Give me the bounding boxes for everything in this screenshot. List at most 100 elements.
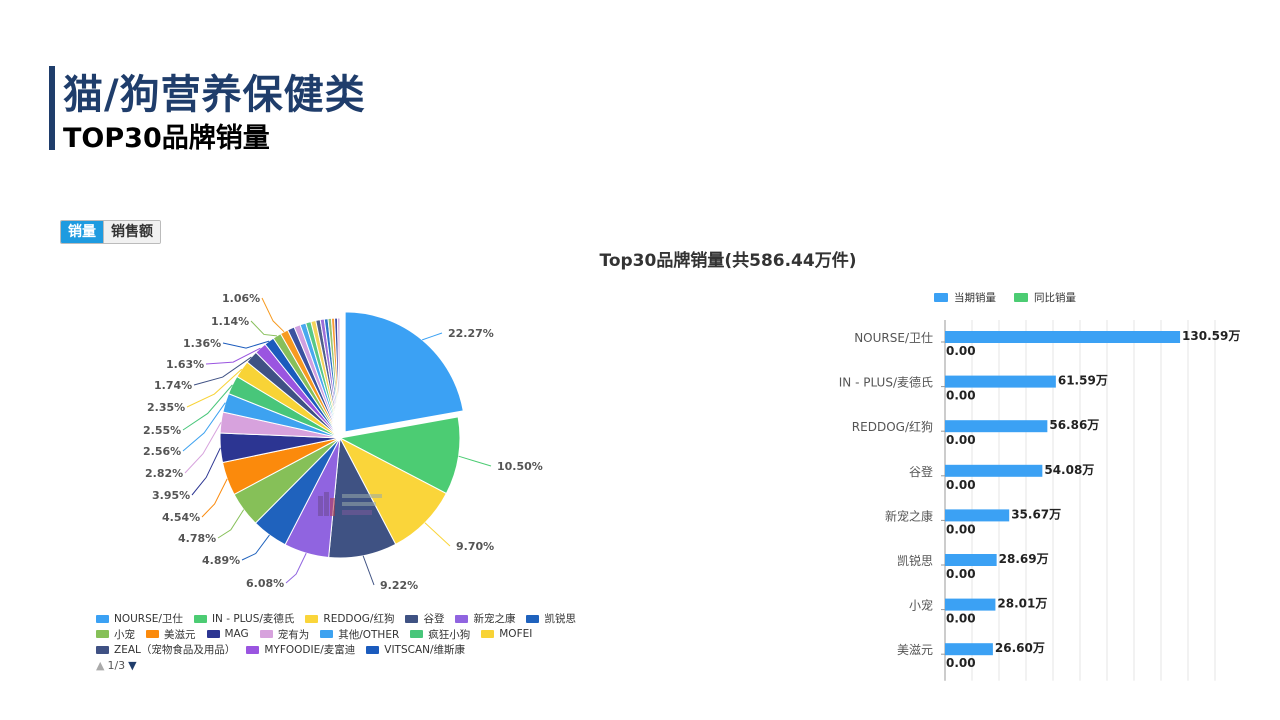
bar-current[interactable]: [945, 331, 1181, 343]
legend-label: 宠有为: [277, 628, 310, 641]
bar-current[interactable]: [945, 375, 1056, 388]
legend-next-icon[interactable]: ▼: [128, 659, 137, 672]
legend-item[interactable]: MYFOODIE/麦富迪: [246, 642, 355, 658]
pie-label-leader: [424, 522, 451, 547]
legend-swatch: [526, 614, 540, 623]
bar-legend-item[interactable]: 当期销量: [934, 290, 996, 305]
bar-legend-swatch: [934, 293, 948, 302]
legend-swatch: [206, 630, 220, 639]
legend-item[interactable]: MAG: [206, 627, 249, 643]
bar-current-value-label: 56.86万: [1049, 418, 1099, 432]
pie-label-leader: [285, 552, 307, 584]
pie-slice[interactable]: [338, 416, 461, 495]
bar-current-value-label: 35.67万: [1011, 507, 1061, 521]
legend-swatch: [320, 630, 334, 639]
page-title: 猫/狗营养保健类: [63, 72, 366, 118]
pie-label-leader: [186, 368, 243, 408]
pie-label-leader: [261, 297, 285, 333]
pie-data-label: 2.35%: [147, 401, 185, 414]
legend-label: 其他/OTHER: [338, 628, 400, 641]
pie-chart: 22.27% 10.50% 9.70% 9.22% 6.08% 4.89% 4.78% 4.5…: [143, 292, 543, 592]
watermark-logo: [318, 492, 382, 516]
legend-item[interactable]: IN - PLUS/麦德氏: [193, 611, 295, 627]
pie-data-label: 1.14%: [211, 315, 249, 328]
metric-toggle: 销量 销售额: [60, 220, 161, 244]
pie-legend: NOURSE/卫仕 IN - PLUS/麦德氏 REDDOG/红狗 谷登 新宠之康 凯锐思…: [96, 611, 616, 658]
legend-label: MYFOODIE/麦富迪: [264, 644, 356, 657]
legend-label: VITSCAN/维斯康: [384, 644, 466, 657]
legend-item[interactable]: REDDOG/红狗: [305, 611, 394, 627]
bar-category-label: 谷登: [909, 464, 933, 479]
chart-title: Top30品牌销量(共586.44万件): [599, 251, 857, 271]
pie-data-label: 2.56%: [143, 445, 181, 458]
legend-item[interactable]: 美滋元: [146, 627, 196, 643]
bar-legend: 当期销量 同比销量: [934, 290, 1094, 305]
title-accent-bar: [49, 66, 55, 150]
legend-item[interactable]: 疯狂小狗: [410, 627, 470, 643]
legend-item[interactable]: 小宠: [96, 627, 135, 643]
bar-previous-value-label: 0.00: [946, 389, 976, 403]
legend-item[interactable]: MOFEI: [481, 627, 532, 643]
pie-slice[interactable]: [336, 317, 341, 439]
bar-current[interactable]: [945, 643, 993, 656]
bar-previous-value-label: 0.00: [946, 656, 976, 670]
legend-swatch: [96, 630, 109, 639]
toggle-volume-button[interactable]: 销量: [61, 221, 103, 243]
toggle-sales-amount-button[interactable]: 销售额: [103, 221, 160, 243]
pie-slice[interactable]: [344, 311, 464, 433]
pie-data-label: 3.95%: [152, 489, 190, 502]
pie-data-label: 4.78%: [178, 532, 216, 545]
bar-previous-value-label: 0.00: [946, 522, 976, 536]
legend-pager: ▲ 1/3 ▼: [96, 659, 137, 672]
pie-data-label: 10.50%: [497, 460, 543, 473]
pie-data-label: 6.08%: [246, 577, 284, 590]
legend-item[interactable]: VITSCAN/维斯康: [366, 642, 465, 658]
pie-data-label: 2.82%: [145, 467, 183, 480]
pie-data-label: 1.36%: [183, 337, 221, 350]
legend-label: MAG: [224, 628, 249, 641]
pie-label-leader: [250, 320, 277, 337]
legend-swatch: [259, 630, 273, 639]
legend-label: 新宠之康: [473, 613, 516, 626]
bar-category-label: 美滋元: [897, 643, 933, 657]
bar-category-label: IN - PLUS/麦德氏: [839, 375, 933, 390]
bar-current-value-label: 130.59万: [1182, 329, 1240, 343]
page-subtitle: TOP30品牌销量: [63, 123, 270, 154]
bar-legend-item[interactable]: 同比销量: [1014, 290, 1076, 305]
bar-current[interactable]: [945, 509, 1010, 522]
pie-data-label: 22.27%: [448, 327, 494, 340]
legend-label: ZEAL（宠物食品及用品）: [114, 644, 236, 657]
bar-category-label: 新宠之康: [885, 508, 933, 523]
legend-item[interactable]: 谷登: [405, 611, 444, 627]
legend-swatch: [96, 645, 109, 654]
legend-item[interactable]: 新宠之康: [455, 611, 515, 627]
bar-current-value-label: 28.69万: [999, 552, 1049, 566]
pie-label-leader: [362, 555, 375, 586]
pie-label-leader: [422, 332, 443, 341]
bar-previous-value-label: 0.00: [946, 433, 976, 447]
pie-data-label: 1.06%: [222, 292, 260, 305]
legend-item[interactable]: 宠有为: [259, 627, 310, 643]
legend-label: IN - PLUS/麦德氏: [211, 613, 295, 626]
bar-category-label: 凯锐思: [897, 554, 933, 568]
legend-label: 美滋元: [164, 628, 196, 641]
legend-item[interactable]: 其他/OTHER: [320, 627, 399, 643]
legend-swatch: [366, 645, 380, 654]
legend-item[interactable]: NOURSE/卫仕: [96, 611, 183, 627]
legend-item[interactable]: ZEAL（宠物食品及用品）: [96, 642, 235, 658]
legend-label: 谷登: [423, 613, 445, 626]
pie-label-leader: [182, 384, 233, 431]
legend-swatch: [305, 614, 319, 623]
legend-item[interactable]: 凯锐思: [526, 611, 576, 627]
bar-category-label: NOURSE/卫仕: [854, 331, 933, 345]
bar-current[interactable]: [945, 554, 997, 566]
bar-current[interactable]: [945, 464, 1043, 477]
bar-previous-value-label: 0.00: [946, 344, 976, 358]
legend-swatch: [405, 614, 419, 623]
bar-current[interactable]: [945, 420, 1048, 433]
pie-label-leader: [193, 356, 252, 386]
bar-legend-swatch: [1014, 293, 1028, 302]
bar-current[interactable]: [945, 598, 996, 611]
legend-prev-icon[interactable]: ▲: [96, 659, 105, 672]
pie-data-label: 1.74%: [154, 379, 192, 392]
